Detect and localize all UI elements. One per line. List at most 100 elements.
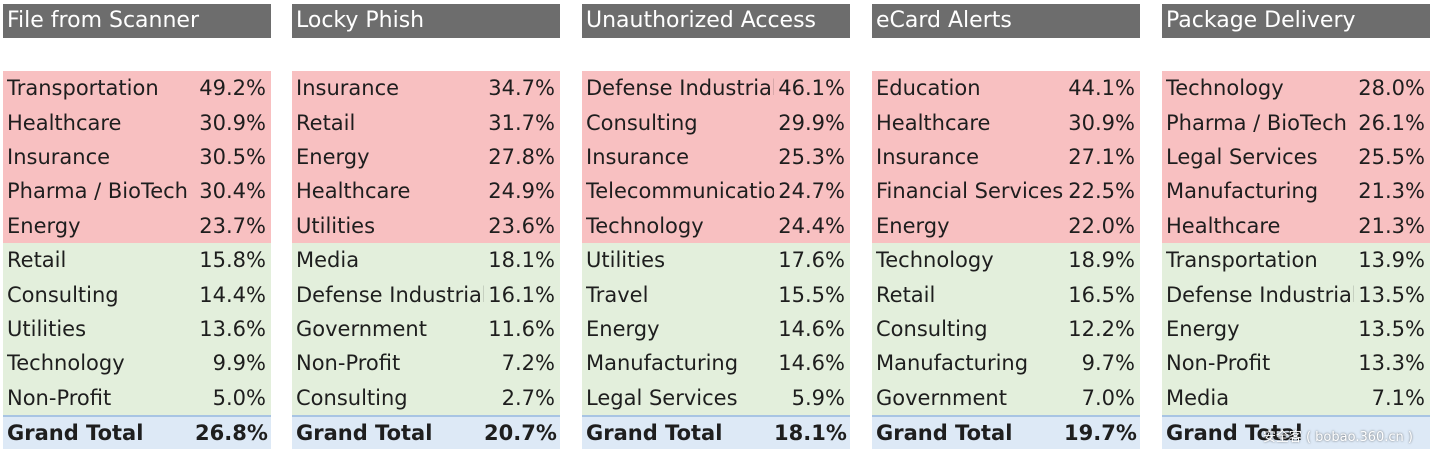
percent-value: 24.7% — [778, 179, 845, 204]
percent-value: 7.2% — [501, 351, 555, 376]
category-label: Manufacturing — [1166, 179, 1319, 204]
category-label: Retail — [7, 248, 67, 273]
table-row: Manufacturing 21.3% — [1162, 174, 1430, 209]
table-row: Non-Profit 5.0% — [3, 380, 271, 415]
category-label: Financial Services — [876, 179, 1064, 204]
category-label: Utilities — [296, 213, 376, 238]
table-row: Defense Industrial 46.1% — [582, 71, 850, 106]
percent-value: 18.9% — [1068, 248, 1135, 273]
table-row: Insurance 34.7% — [292, 71, 560, 106]
percent-value: 30.5% — [199, 144, 266, 169]
table-row: Consulting 29.9% — [582, 105, 850, 140]
category-label: Retail — [876, 282, 936, 307]
category-label: Grand Total — [1166, 421, 1303, 446]
category-label: Education — [876, 76, 981, 101]
percent-value: 49.2% — [199, 76, 266, 101]
grand-total-row: Grand Total 20.7% — [292, 414, 560, 450]
table-row: Technology 28.0% — [1162, 71, 1430, 106]
table-row: Consulting 12.2% — [872, 311, 1140, 347]
percent-value: 14.6% — [778, 351, 845, 376]
percent-value: 21.3% — [1358, 213, 1425, 238]
panel-2: Unauthorized Access Defense Industrial 46.… — [582, 4, 850, 450]
percent-value: 27.1% — [1068, 144, 1135, 169]
category-label: Energy — [7, 213, 81, 238]
table-row: Financial Services 22.5% — [872, 174, 1140, 209]
percent-value: 24.9% — [488, 179, 555, 204]
panel-title: Package Delivery — [1162, 4, 1430, 38]
grand-total-row: Grand Total 26.8% — [3, 414, 271, 450]
percent-value: 5.9% — [791, 385, 845, 410]
table-row: Insurance 27.1% — [872, 139, 1140, 175]
percent-value: 2.7% — [501, 385, 555, 410]
percent-value: 13.6% — [199, 316, 266, 341]
category-label: Insurance — [876, 144, 980, 169]
table-row: Retail 15.8% — [3, 242, 271, 278]
table-row: Legal Services 5.9% — [582, 380, 850, 415]
grand-total-row: Grand Total 19.7% — [872, 414, 1140, 450]
table-row: Energy 14.6% — [582, 311, 850, 347]
category-label: Grand Total — [7, 421, 144, 446]
percent-value: 22.0% — [1068, 213, 1135, 238]
category-label: Manufacturing — [876, 351, 1029, 376]
panel-3: eCard Alerts Education 44.1% Healthcare 30.9… — [872, 4, 1140, 450]
percent-value: 15.8% — [199, 248, 266, 273]
table-row: Utilities 13.6% — [3, 311, 271, 347]
table-row: Manufacturing 9.7% — [872, 346, 1140, 381]
percent-value: 21.3% — [1358, 179, 1425, 204]
category-label: Telecommunications — [586, 179, 774, 204]
percent-value: 13.9% — [1358, 248, 1425, 273]
table-body: Education 44.1% Healthcare 30.9% Insurance 27… — [872, 71, 1140, 450]
category-label: Government — [876, 385, 1007, 410]
category-label: Energy — [1166, 316, 1240, 341]
category-label: Technology — [1166, 76, 1284, 101]
category-label: Media — [296, 248, 360, 273]
table-row: Insurance 30.5% — [3, 139, 271, 175]
category-label: Consulting — [296, 385, 408, 410]
category-label: Technology — [586, 213, 704, 238]
panel-0: File from Scanner Transportation 49.2% Heal… — [3, 4, 271, 450]
table-row: Energy 27.8% — [292, 139, 560, 175]
category-label: Technology — [7, 351, 125, 376]
table-row: Government 11.6% — [292, 311, 560, 347]
percent-value: 19.7% — [1064, 421, 1137, 446]
category-label: Utilities — [7, 316, 87, 341]
table-row: Insurance 25.3% — [582, 139, 850, 175]
category-label: Energy — [586, 316, 660, 341]
category-label: Insurance — [296, 76, 400, 101]
category-label: Energy — [876, 213, 950, 238]
category-label: Consulting — [586, 110, 698, 135]
percent-value: 16.1% — [488, 282, 555, 307]
category-label: Insurance — [7, 144, 111, 169]
table-row: Technology 9.9% — [3, 346, 271, 381]
percent-value: 7.0% — [1081, 385, 1135, 410]
table-row: Transportation 13.9% — [1162, 242, 1430, 278]
table-row: Utilities 17.6% — [582, 242, 850, 278]
category-label: Grand Total — [586, 421, 723, 446]
category-label: Media — [1166, 385, 1230, 410]
table-body: Insurance 34.7% Retail 31.7% Energy 27.8% Heal… — [292, 71, 560, 450]
table-body: Transportation 49.2% Healthcare 30.9% Insura… — [3, 71, 271, 450]
category-label: Grand Total — [296, 421, 433, 446]
table-row: Telecommunications24.7% — [582, 174, 850, 209]
percent-value: 30.4% — [199, 179, 266, 204]
percent-value: 31.7% — [488, 110, 555, 135]
percent-value: 9.9% — [212, 351, 266, 376]
percent-value: 9.7% — [1081, 351, 1135, 376]
table-row: Manufacturing 14.6% — [582, 346, 850, 381]
category-label: Manufacturing — [586, 351, 739, 376]
table-row: Energy 13.5% — [1162, 311, 1430, 347]
percent-value: 16.5% — [1068, 282, 1135, 307]
table-row: Pharma / BioTech 30.4% — [3, 174, 271, 209]
table-row: Media 18.1% — [292, 242, 560, 278]
category-label: Technology — [876, 248, 994, 273]
percent-value: 34.7% — [488, 76, 555, 101]
category-label: Defense Industrial — [1166, 282, 1354, 307]
table-row: Travel 15.5% — [582, 277, 850, 312]
percent-value: 26.1% — [1358, 110, 1425, 135]
percent-value: 14.6% — [778, 316, 845, 341]
category-label: Pharma / BioTech — [1166, 110, 1347, 135]
category-label: Defense Industrial — [586, 76, 774, 101]
table-row: Consulting 14.4% — [3, 277, 271, 312]
percent-value: 15.5% — [778, 282, 845, 307]
table-row: Energy 22.0% — [872, 208, 1140, 243]
